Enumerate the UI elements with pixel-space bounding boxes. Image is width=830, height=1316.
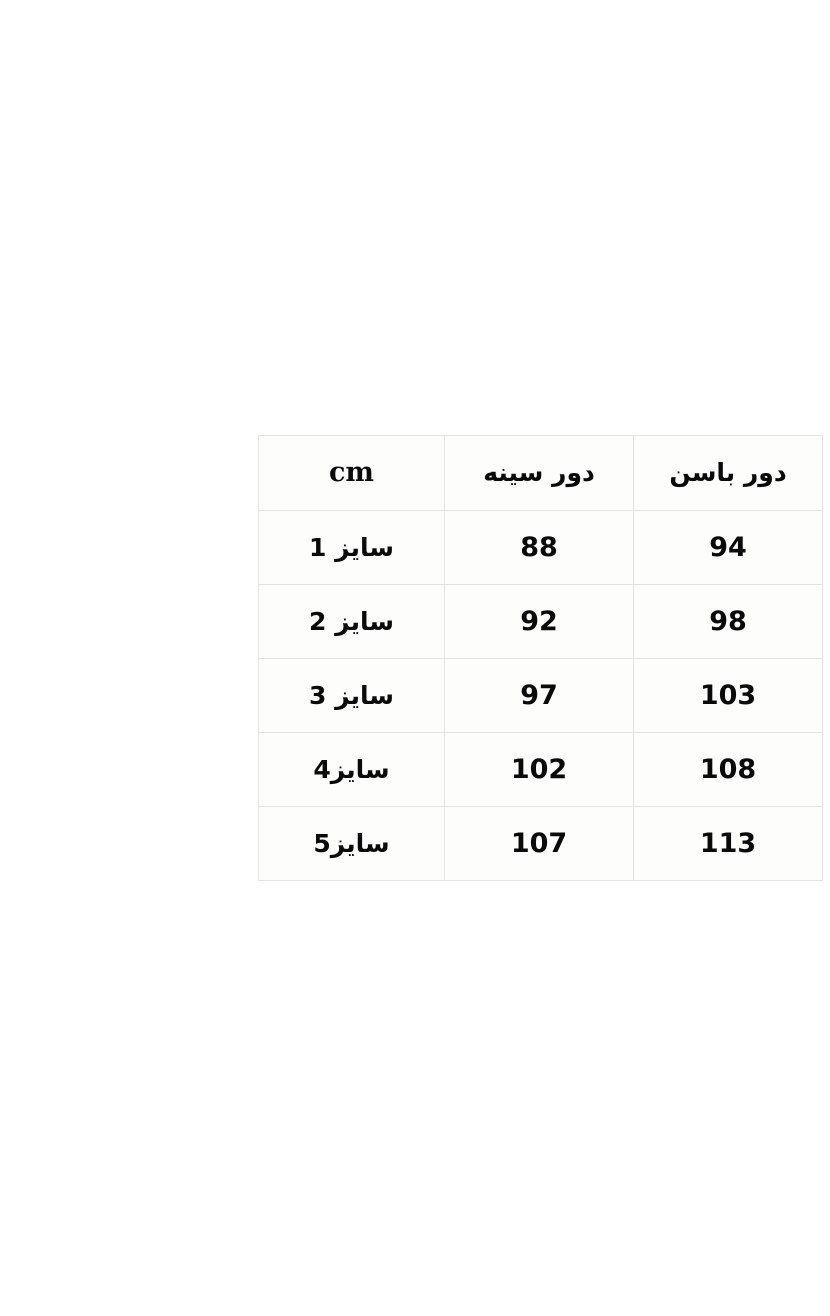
table-body: 94 88 سایز 1 98 92 سایز 2 103 97 سایز 3 … [258, 510, 823, 881]
table-row: 108 102 سایز4 [258, 732, 823, 807]
cell-hip: 94 [633, 510, 823, 585]
cell-size-name: سایز 2 [258, 584, 445, 659]
column-header-hip: دور باسن [633, 435, 823, 511]
cell-chest: 102 [444, 732, 634, 807]
cell-hip: 98 [633, 584, 823, 659]
cell-chest: 97 [444, 658, 634, 733]
cell-hip: 113 [633, 806, 823, 881]
column-header-unit: cm [258, 435, 445, 511]
cell-hip: 108 [633, 732, 823, 807]
cell-size-name: سایز 1 [258, 510, 445, 585]
cell-hip: 103 [633, 658, 823, 733]
table-row: 113 107 سایز5 [258, 806, 823, 881]
cell-size-name: سایز5 [258, 806, 445, 881]
size-chart-table: دور باسن دور سینه cm 94 88 سایز 1 98 92 … [258, 435, 823, 881]
cell-chest: 107 [444, 806, 634, 881]
table-row: 103 97 سایز 3 [258, 658, 823, 733]
column-header-chest: دور سینه [444, 435, 634, 511]
cell-chest: 92 [444, 584, 634, 659]
cell-chest: 88 [444, 510, 634, 585]
cell-size-name: سایز 3 [258, 658, 445, 733]
table-row: 94 88 سایز 1 [258, 510, 823, 585]
table-header-row: دور باسن دور سینه cm [258, 435, 823, 511]
table-header: دور باسن دور سینه cm [258, 435, 823, 511]
cell-size-name: سایز4 [258, 732, 445, 807]
table-row: 98 92 سایز 2 [258, 584, 823, 659]
size-chart-container: دور باسن دور سینه cm 94 88 سایز 1 98 92 … [258, 435, 823, 881]
